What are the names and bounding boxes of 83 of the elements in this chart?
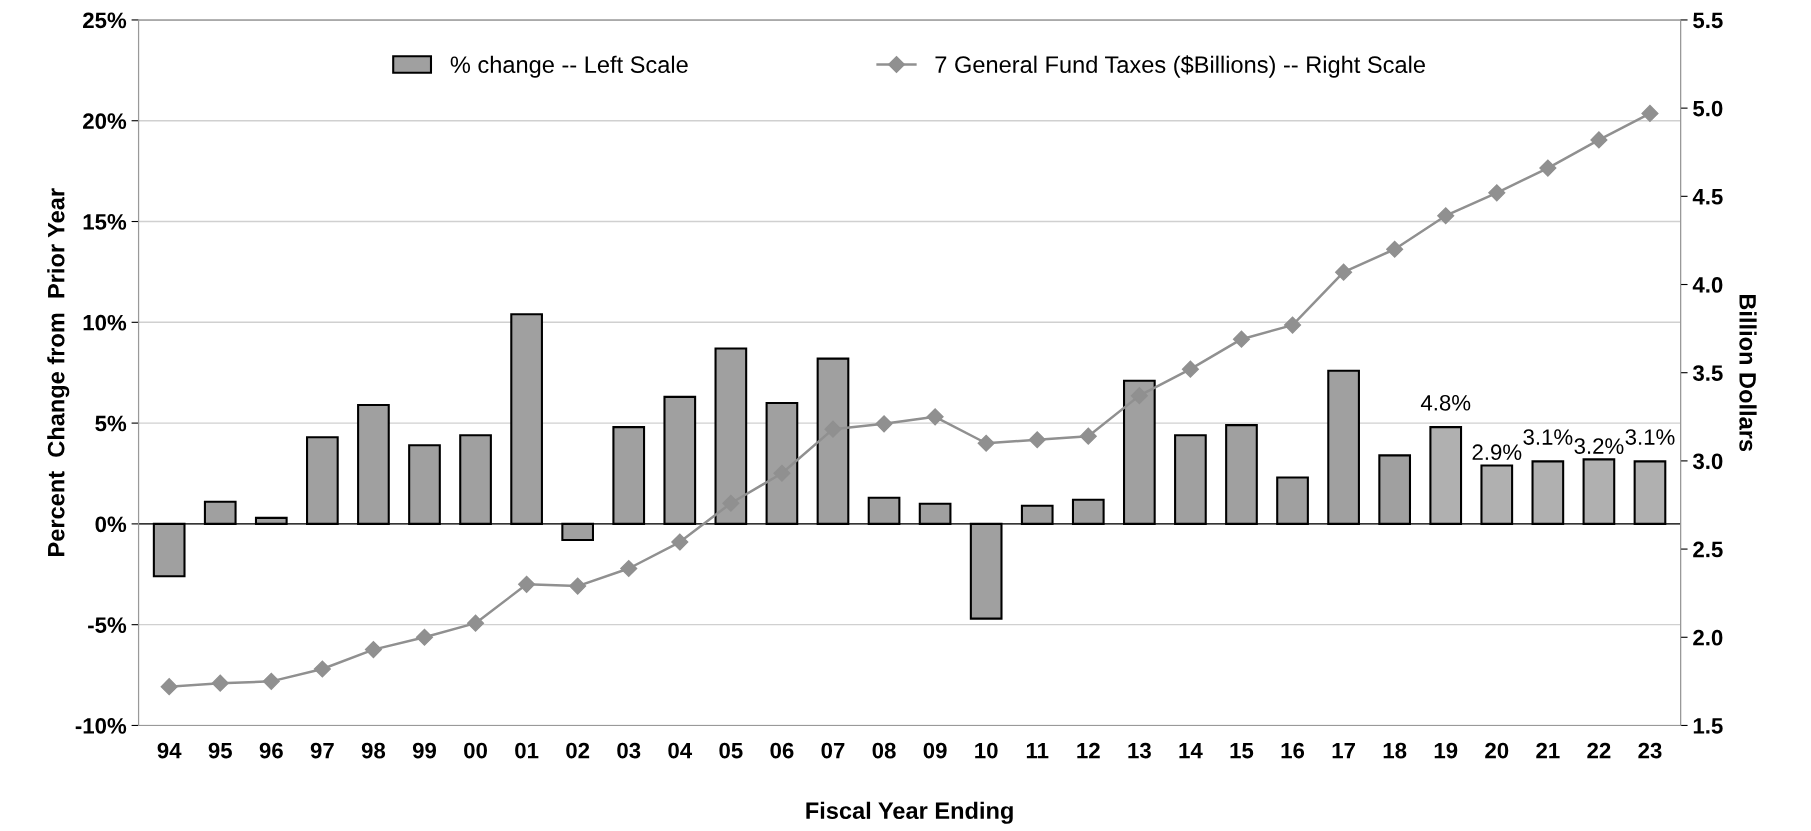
x-tick-label: 97	[310, 742, 334, 759]
y-tick-label: -5%	[88, 617, 127, 633]
x-tick-label: 21	[1536, 742, 1560, 759]
point	[926, 408, 944, 426]
x-tick-label: 00	[464, 742, 487, 759]
x-tick-label: 12	[1077, 742, 1100, 759]
point	[977, 434, 995, 452]
point	[1181, 360, 1199, 378]
point	[1079, 427, 1097, 445]
legend-label: 7 General Fund Taxes ($Billions) -- Right Scale	[935, 55, 1425, 78]
x-axis-title: Fiscal Year Ending	[806, 801, 1013, 824]
point	[466, 614, 485, 632]
x-tick-label: 19	[1434, 742, 1458, 759]
point	[262, 672, 280, 690]
y-tick-label: -10%	[75, 718, 127, 734]
point	[1488, 184, 1506, 202]
x-tick-label: 23	[1638, 742, 1662, 759]
point	[1283, 316, 1302, 334]
x-tick-label: 18	[1383, 742, 1407, 759]
y-tick-label: 15%	[83, 214, 127, 230]
x-tick-label: 14	[1179, 742, 1203, 759]
x-tick-label: 94	[157, 742, 182, 759]
y2-tick-label: 1.5	[1693, 718, 1723, 734]
y2-tick-label: 5.5	[1693, 12, 1723, 29]
y-tick-label: 5%	[95, 415, 127, 432]
point	[1539, 159, 1557, 177]
point	[671, 533, 689, 551]
y-tick-label: 25%	[83, 12, 127, 29]
data-label: 2.9%	[1472, 444, 1522, 461]
x-tick-label: 96	[259, 742, 283, 759]
point	[1335, 263, 1353, 281]
y2-tick-label: 4.0	[1692, 277, 1723, 293]
x-tick-label: 08	[872, 742, 896, 759]
x-tick-label: 98	[361, 742, 386, 759]
x-tick-label: 02	[566, 742, 590, 759]
x-tick-label: 15	[1230, 742, 1254, 759]
y2-tick-label: 3.5	[1692, 365, 1723, 382]
point	[518, 575, 536, 593]
x-tick-label: 05	[719, 742, 743, 759]
y2-tick-label: 3.0	[1692, 453, 1723, 470]
point	[875, 415, 893, 433]
point	[160, 678, 178, 696]
y2-tick-label: 4.5	[1692, 189, 1723, 205]
point	[1590, 131, 1608, 149]
x-tick-label: 95	[208, 742, 232, 759]
point	[364, 641, 382, 659]
y-tick-label: 20%	[83, 113, 127, 129]
point	[620, 559, 638, 578]
x-tick-label: 06	[770, 742, 794, 759]
point	[211, 674, 229, 692]
x-tick-label: 03	[617, 742, 641, 759]
x-tick-label: 20	[1485, 742, 1509, 759]
y-axis-title: Percent Change from Prior Year	[47, 188, 70, 556]
x-tick-label: 17	[1332, 742, 1355, 759]
x-tick-label: 10	[975, 742, 998, 759]
point	[569, 577, 587, 595]
data-label: 3.1%	[1523, 429, 1573, 445]
point	[313, 660, 331, 678]
y-tick-label: 0%	[95, 516, 127, 533]
data-label: 3.2%	[1574, 438, 1624, 454]
y-tick-label: 10%	[83, 314, 127, 331]
point	[1232, 330, 1251, 348]
x-tick-label: 22	[1587, 742, 1611, 759]
x-tick-label: 01	[515, 742, 539, 759]
point	[1437, 207, 1455, 225]
x-tick-label: 07	[821, 742, 845, 759]
data-label: 4.8%	[1420, 394, 1471, 411]
y2-tick-label: 2.5	[1693, 541, 1723, 558]
y2-axis-title: Billion Dollars	[1739, 294, 1757, 452]
y2-tick-label: 2.0	[1693, 629, 1723, 646]
x-tick-label: 04	[668, 742, 693, 759]
y2-tick-label: 5.0	[1693, 100, 1723, 117]
legend-label: % change -- Left Scale	[450, 55, 688, 78]
x-tick-label: 16	[1281, 742, 1305, 759]
x-tick-label: 99	[412, 742, 437, 759]
x-tick-label: 09	[923, 742, 947, 759]
data-label: 3.1%	[1625, 429, 1675, 445]
point	[1386, 240, 1404, 258]
point	[1028, 431, 1046, 449]
x-tick-label: 11	[1026, 742, 1049, 759]
point	[1641, 104, 1659, 122]
x-tick-label: 13	[1128, 742, 1151, 759]
point	[415, 628, 434, 646]
